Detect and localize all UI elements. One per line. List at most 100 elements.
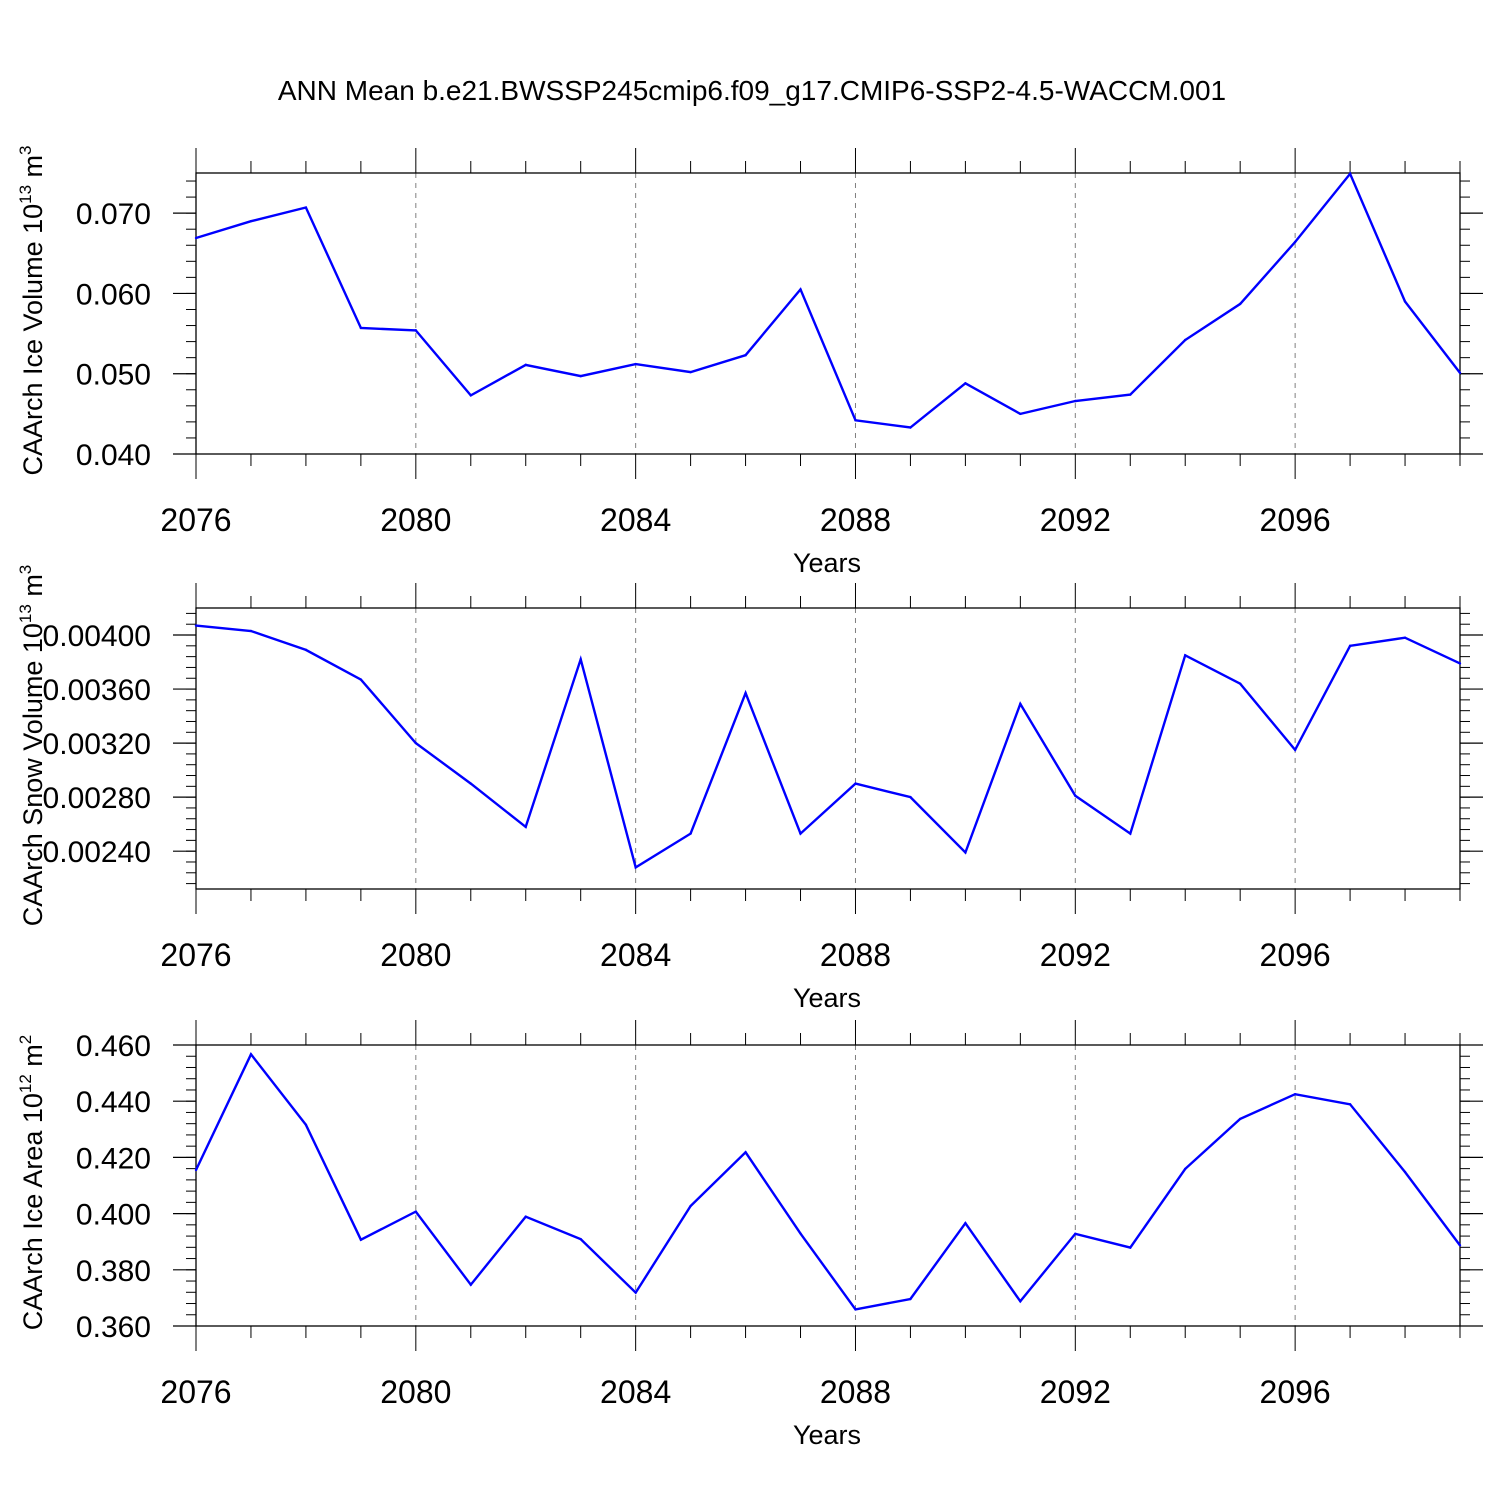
ice-area-data-point bbox=[1129, 1246, 1132, 1249]
ice-volume-data-point bbox=[1348, 172, 1352, 176]
snow-volume-data-point bbox=[469, 782, 472, 785]
ice-area-data-point bbox=[194, 1168, 198, 1172]
snow-volume-data-point bbox=[249, 629, 253, 633]
ice-area-data-point bbox=[469, 1283, 472, 1286]
ice-area-data-point bbox=[1019, 1300, 1022, 1303]
ice-area-data-point bbox=[854, 1308, 857, 1311]
ice-area-x-tick-label: 2080 bbox=[380, 1374, 451, 1410]
ice-volume-data-point bbox=[854, 419, 857, 422]
ice-area-y-tick-label: 0.400 bbox=[76, 1199, 151, 1232]
snow-volume-data-point bbox=[909, 795, 912, 799]
ice-area-series-line bbox=[194, 1052, 1461, 1311]
snow-volume-data-point bbox=[634, 866, 637, 869]
ice-area-data-point bbox=[249, 1053, 253, 1056]
ice-volume-data-point bbox=[524, 363, 527, 367]
snow-volume-data-point bbox=[579, 658, 582, 661]
ice-area-data-point bbox=[359, 1238, 363, 1241]
ice-volume-data-point bbox=[909, 426, 912, 429]
ice-area-data-point bbox=[1293, 1092, 1297, 1096]
ice-volume-y-tick-label: 0.040 bbox=[76, 439, 151, 472]
ice-volume-data-point bbox=[799, 288, 802, 291]
snow-volume-y-tick-label: 0.00280 bbox=[43, 782, 151, 815]
ice-volume-data-point bbox=[1403, 300, 1407, 303]
ice-area-y-axis-label: CAArch Ice Area 1012 m2 bbox=[16, 1035, 48, 1331]
snow-volume-x-axis-label: Years bbox=[793, 983, 861, 1013]
ice-volume-data-point bbox=[1238, 302, 1242, 306]
snow-volume-data-point bbox=[1074, 794, 1077, 797]
snow-volume-data-point bbox=[1458, 662, 1462, 665]
ice-area-data-point bbox=[1348, 1103, 1352, 1106]
ice-volume-x-tick-label: 2076 bbox=[160, 502, 231, 538]
ice-volume-x-tick-label: 2096 bbox=[1260, 502, 1331, 538]
panel-snow-volume: 0.00240 0.00280 0.00320 0.00360 0.00400 2076 2… bbox=[16, 565, 1483, 1013]
ice-area-data-point bbox=[304, 1123, 308, 1127]
snow-volume-data-point bbox=[524, 825, 527, 829]
snow-volume-x-tick-label: 2092 bbox=[1040, 937, 1111, 973]
snow-volume-data-point bbox=[1129, 832, 1132, 835]
ice-volume-data-point bbox=[1129, 393, 1132, 396]
ice-volume-data-point bbox=[1184, 338, 1187, 342]
ice-area-y-tick-label: 0.440 bbox=[76, 1086, 151, 1119]
ice-area-data-point bbox=[799, 1232, 802, 1235]
ice-volume-x-tick-label: 2088 bbox=[820, 502, 891, 538]
ice-area-data-point bbox=[1403, 1170, 1407, 1174]
snow-volume-data-point bbox=[359, 678, 363, 681]
snow-volume-plot-frame bbox=[195, 607, 1461, 890]
panel-ice-volume: 0.040 0.050 0.060 0.070 2076 2080 2084 2088 2092… bbox=[16, 145, 1483, 578]
ice-volume-data-point bbox=[304, 206, 308, 209]
ice-area-x-tick-label: 2088 bbox=[820, 1374, 891, 1410]
snow-volume-y-axis-label: CAArch Snow Volume 1013 m3 bbox=[16, 565, 48, 927]
ice-volume-data-point bbox=[964, 382, 967, 385]
ice-area-x-axis-label: Years bbox=[793, 1420, 861, 1450]
ice-area-data-point bbox=[524, 1215, 527, 1218]
ice-volume-y-tick-label: 0.050 bbox=[76, 359, 151, 392]
snow-volume-data-point bbox=[1293, 748, 1297, 752]
ice-area-x-tick-label: 2084 bbox=[600, 1374, 671, 1410]
ice-volume-x-axis-label: Years bbox=[793, 548, 861, 578]
snow-volume-data-point bbox=[1184, 654, 1187, 657]
ice-area-data-point bbox=[744, 1151, 747, 1154]
snow-volume-data-point bbox=[744, 691, 747, 695]
snow-volume-data-point bbox=[194, 624, 198, 627]
ice-area-y-tick-label: 0.360 bbox=[76, 1311, 151, 1344]
ice-area-data-point bbox=[1238, 1117, 1242, 1121]
ice-volume-x-tick-label: 2092 bbox=[1040, 502, 1111, 538]
snow-volume-data-point bbox=[1348, 644, 1352, 648]
snow-volume-x-tick-label: 2096 bbox=[1260, 937, 1331, 973]
ice-volume-y-axis-label: CAArch Ice Volume 1013 m3 bbox=[16, 145, 48, 475]
snow-volume-y-tick-label: 0.00400 bbox=[43, 620, 151, 653]
ice-area-data-point bbox=[1458, 1244, 1462, 1247]
snow-volume-data-point bbox=[1403, 636, 1407, 639]
snow-volume-data-point bbox=[304, 648, 308, 652]
ice-area-data-point bbox=[1074, 1232, 1077, 1236]
ice-volume-data-point bbox=[414, 329, 418, 332]
ice-area-x-tick-label: 2096 bbox=[1260, 1374, 1331, 1410]
ice-volume-y-tick-label: 0.070 bbox=[76, 198, 151, 231]
snow-volume-x-tick-label: 2084 bbox=[600, 937, 671, 973]
ice-area-y-tick-label: 0.380 bbox=[76, 1255, 151, 1288]
ice-volume-data-point bbox=[469, 394, 472, 397]
snow-volume-y-tick-label: 0.00320 bbox=[43, 728, 151, 761]
ice-volume-series-line bbox=[195, 171, 1461, 429]
ice-volume-data-point bbox=[744, 354, 747, 357]
ice-volume-data-point bbox=[359, 326, 363, 330]
snow-volume-y-tick-label: 0.00240 bbox=[43, 836, 151, 869]
ice-volume-data-point bbox=[194, 236, 198, 240]
snow-volume-data-point bbox=[1019, 702, 1022, 706]
ice-area-y-tick-label: 0.460 bbox=[76, 1030, 151, 1063]
snow-volume-x-tick-label: 2088 bbox=[820, 937, 891, 973]
ice-area-data-point bbox=[579, 1237, 582, 1241]
ice-area-data-point bbox=[414, 1210, 418, 1213]
ice-volume-data-point bbox=[634, 362, 637, 366]
ice-area-plot-frame bbox=[195, 1044, 1461, 1327]
snow-volume-data-point bbox=[1238, 682, 1242, 685]
ice-volume-data-point bbox=[689, 370, 692, 374]
ice-area-y-tick-label: 0.420 bbox=[76, 1142, 151, 1175]
snow-volume-data-point bbox=[414, 741, 418, 745]
panel-ice-area: 0.360 0.380 0.400 0.420 0.440 0.460 2076 2080 20… bbox=[16, 1020, 1483, 1450]
ice-volume-data-point bbox=[1074, 399, 1077, 403]
snow-volume-data-point bbox=[799, 832, 802, 835]
ice-volume-plot-frame bbox=[195, 172, 1461, 455]
